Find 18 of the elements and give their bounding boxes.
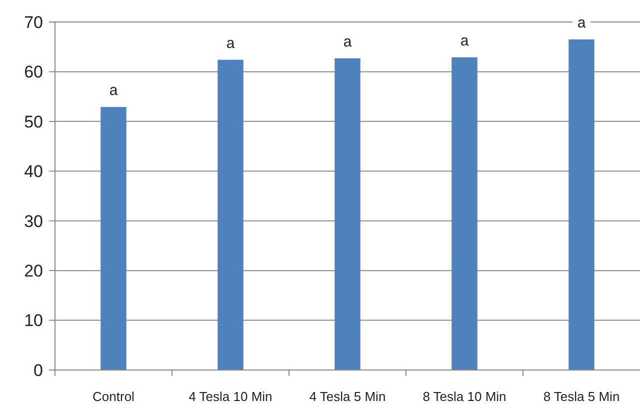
x-tick-label: 4 Tesla 5 Min <box>309 389 386 404</box>
y-tick-label: 70 <box>24 12 43 32</box>
annotation: a <box>109 82 118 100</box>
x-tick-label: Control <box>92 389 135 404</box>
annotation: a <box>460 32 470 50</box>
y-tick-label: 0 <box>34 360 43 380</box>
x-tick-label: 8 Tesla 10 Min <box>422 389 506 404</box>
y-tick-label: 50 <box>24 112 43 132</box>
y-tick-label: 60 <box>24 62 43 82</box>
x-tick-label: 4 Tesla 10 Min <box>188 389 272 404</box>
annotation: a <box>343 33 352 50</box>
y-tick-label: 10 <box>24 311 43 330</box>
y-tick-label: 40 <box>24 162 43 182</box>
x-tick-label: 8 Tesla 5 Min <box>543 389 620 404</box>
y-tick-label: 30 <box>24 212 43 231</box>
y-tick-label: 20 <box>24 262 43 281</box>
annotation: a <box>577 14 586 32</box>
annotation: a <box>226 34 236 52</box>
